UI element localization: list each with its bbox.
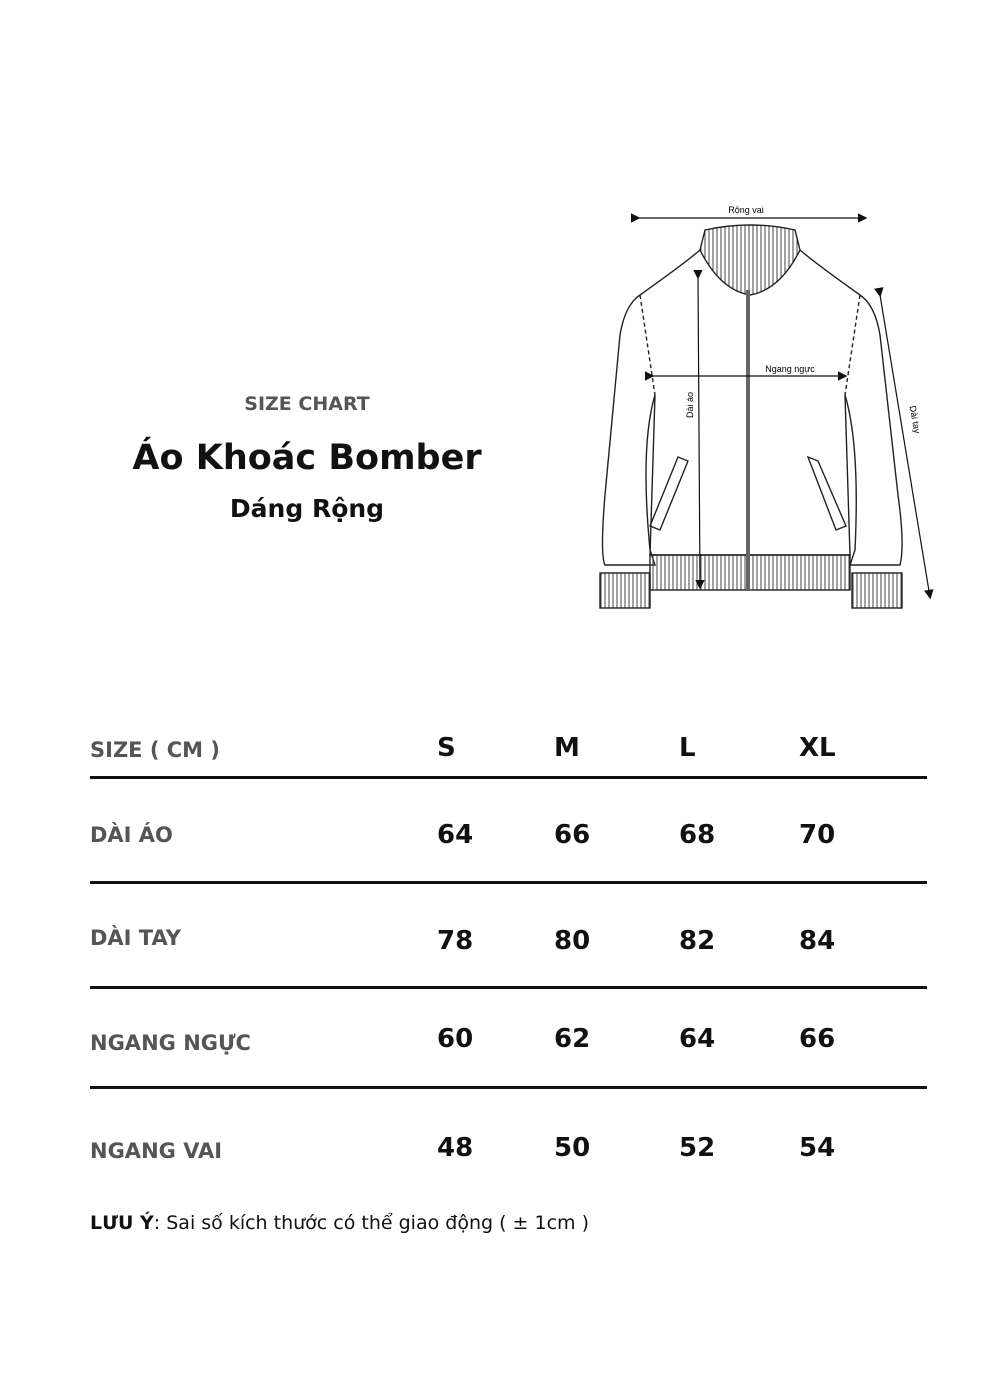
- divider: [90, 1086, 927, 1089]
- product-fit: Dáng Rộng: [229, 494, 385, 523]
- divider: [90, 881, 927, 884]
- cell: 48: [437, 1133, 474, 1163]
- row-label: DÀI ÁO: [90, 823, 173, 847]
- cell: 54: [799, 1133, 836, 1163]
- row-label: NGANG NGỰC: [90, 1031, 251, 1055]
- cell: 50: [554, 1133, 591, 1163]
- note-label: LƯU Ý: [90, 1212, 154, 1234]
- product-title: Áo Khoác Bomber: [132, 438, 482, 478]
- table-header-label: SIZE ( CM ): [90, 738, 220, 762]
- size-l: L: [679, 733, 696, 763]
- size-xl: XL: [799, 733, 836, 763]
- cell: 84: [799, 926, 836, 956]
- size-chart-kicker: SIZE CHART: [244, 393, 370, 415]
- cell: 64: [437, 820, 474, 850]
- cell: 64: [679, 1024, 716, 1054]
- cell: 82: [679, 926, 716, 956]
- cell: 66: [799, 1024, 836, 1054]
- length-label: Dài áo: [685, 392, 695, 418]
- cell: 78: [437, 926, 474, 956]
- divider: [90, 986, 927, 989]
- row-label: DÀI TAY: [90, 926, 181, 950]
- cell: 68: [679, 820, 716, 850]
- divider: [90, 776, 927, 779]
- tolerance-note: LƯU Ý: Sai số kích thước có thể giao độn…: [90, 1212, 589, 1234]
- jacket-diagram: Rộng vai Ngang ngực Dài áo Dài tay: [599, 205, 934, 609]
- row-label: NGANG VAI: [90, 1139, 223, 1163]
- size-m: M: [554, 733, 580, 763]
- sleeve-label: Dài tay: [908, 405, 923, 435]
- cell: 70: [799, 820, 836, 850]
- cell: 62: [554, 1024, 591, 1054]
- size-s: S: [437, 733, 456, 763]
- chest-label: Ngang ngực: [765, 364, 815, 374]
- note-text: : Sai số kích thước có thể giao động ( ±…: [153, 1212, 589, 1234]
- cell: 66: [554, 820, 591, 850]
- cell: 52: [679, 1133, 716, 1163]
- cell: 80: [554, 926, 591, 956]
- shoulder-label: Rộng vai: [728, 205, 764, 215]
- cell: 60: [437, 1024, 474, 1054]
